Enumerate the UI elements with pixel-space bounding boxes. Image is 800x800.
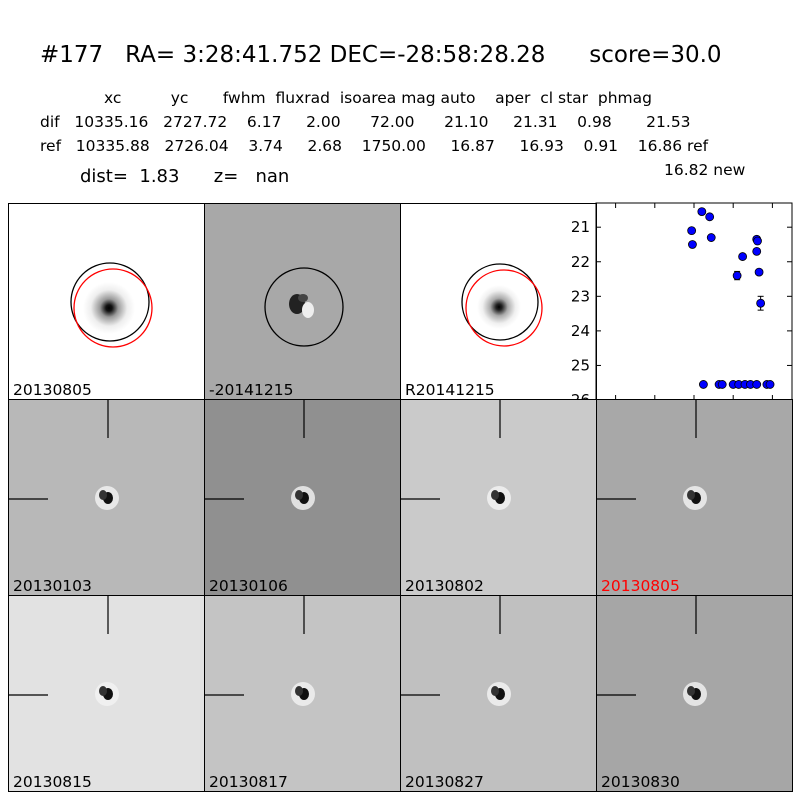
y-tick-label: 25	[571, 356, 590, 374]
stamp-panel[interactable]: 20130106	[204, 399, 401, 596]
source-residual	[487, 486, 511, 510]
ref-image	[70, 262, 153, 348]
y-tick-label: 21	[571, 218, 590, 236]
data-point	[699, 380, 708, 389]
aperture-circle-black	[70, 262, 150, 342]
source-residual	[291, 682, 315, 706]
y-tick-label: 22	[571, 253, 590, 271]
source-residual	[683, 486, 707, 510]
data-point	[706, 233, 716, 242]
data-point	[705, 212, 715, 222]
aperture-circle-black	[461, 263, 539, 341]
data-point	[717, 380, 727, 389]
image-grid: 20130805 -20141215 R20	[8, 202, 793, 792]
stamp-panel[interactable]: 20130805	[596, 399, 793, 596]
source-blob	[83, 282, 135, 334]
data-point	[765, 380, 775, 389]
aperture-circle-red	[465, 269, 543, 347]
stamp-image	[401, 596, 511, 706]
data-point	[688, 240, 697, 249]
data-point	[732, 271, 742, 280]
stamp-panel[interactable]: 20130815	[8, 595, 205, 792]
y-tick-label: 23	[571, 287, 590, 305]
stamp-panel[interactable]: 20130817	[204, 595, 401, 792]
source-blob	[477, 285, 521, 329]
stamp-image	[205, 596, 315, 706]
stamp-panel[interactable]: 20130830	[596, 595, 793, 792]
table-row-ref: ref 10335.88 2726.04 3.74 2.68 1750.00 1…	[40, 137, 709, 155]
stamp-image	[205, 400, 315, 510]
source-residual	[291, 486, 315, 510]
data-point	[687, 226, 697, 236]
diff-image	[264, 267, 344, 347]
data-point	[754, 267, 764, 277]
y-tick-label: 24	[571, 322, 590, 340]
stamp-date-label: 20130106	[209, 577, 288, 595]
source-residual	[95, 486, 119, 510]
data-point	[752, 246, 762, 256]
stamp-image	[401, 400, 511, 510]
data-point	[756, 298, 766, 308]
stamp-date-label: 20130817	[209, 773, 288, 791]
stamp-panel[interactable]: 20130827	[400, 595, 597, 792]
phmag-new-value: 16.82 new	[664, 161, 746, 179]
stamp-image	[9, 596, 119, 706]
source-residual	[683, 682, 707, 706]
stamp-date-label: 20130805	[601, 577, 680, 595]
diff-image-panel[interactable]: -20141215	[204, 203, 401, 400]
lightcurve-chart: 212223242526−100−50050100	[571, 202, 793, 423]
data-point	[738, 252, 748, 261]
stamp-date-label: 20130815	[13, 773, 92, 791]
stamp-date-label: 20130827	[405, 773, 484, 791]
lightcurve-plot[interactable]: 212223242526−100−50050100	[571, 202, 793, 423]
table-column-headers: xc yc fwhm fluxrad isoarea mag auto aper…	[104, 89, 652, 107]
stamp-panel[interactable]: 20130103	[8, 399, 205, 596]
data-point	[753, 236, 762, 246]
data-point	[752, 380, 762, 389]
source-residual	[487, 682, 511, 706]
panel-label: R20141215	[405, 381, 495, 399]
panel-label: -20141215	[209, 381, 294, 399]
stamp-date-label: 20130802	[405, 577, 484, 595]
aperture-circle-black	[264, 267, 344, 347]
stamp-date-label: 20130103	[13, 577, 92, 595]
panel-label: 20130805	[13, 381, 92, 399]
table-row-dif: dif 10335.16 2727.72 6.17 2.00 72.00 21.…	[40, 113, 691, 131]
dist-z-line: dist= 1.83 z= nan	[80, 166, 290, 187]
source-residual	[95, 682, 119, 706]
stamp-image	[597, 400, 707, 510]
stamp-panel[interactable]: 20130802	[400, 399, 597, 596]
aperture-circle-red	[73, 268, 153, 348]
ref-image-panel[interactable]: 20130805	[8, 203, 205, 400]
stamp-image	[597, 596, 707, 706]
candidate-title: #177 RA= 3:28:41.752 DEC=-28:58:28.28 sc…	[40, 42, 722, 68]
stamp-date-label: 20130830	[601, 773, 680, 791]
data-point	[697, 207, 707, 217]
stamp-image	[9, 400, 119, 510]
reference-image	[461, 263, 543, 347]
reference-image-panel[interactable]: R20141215	[400, 203, 597, 400]
